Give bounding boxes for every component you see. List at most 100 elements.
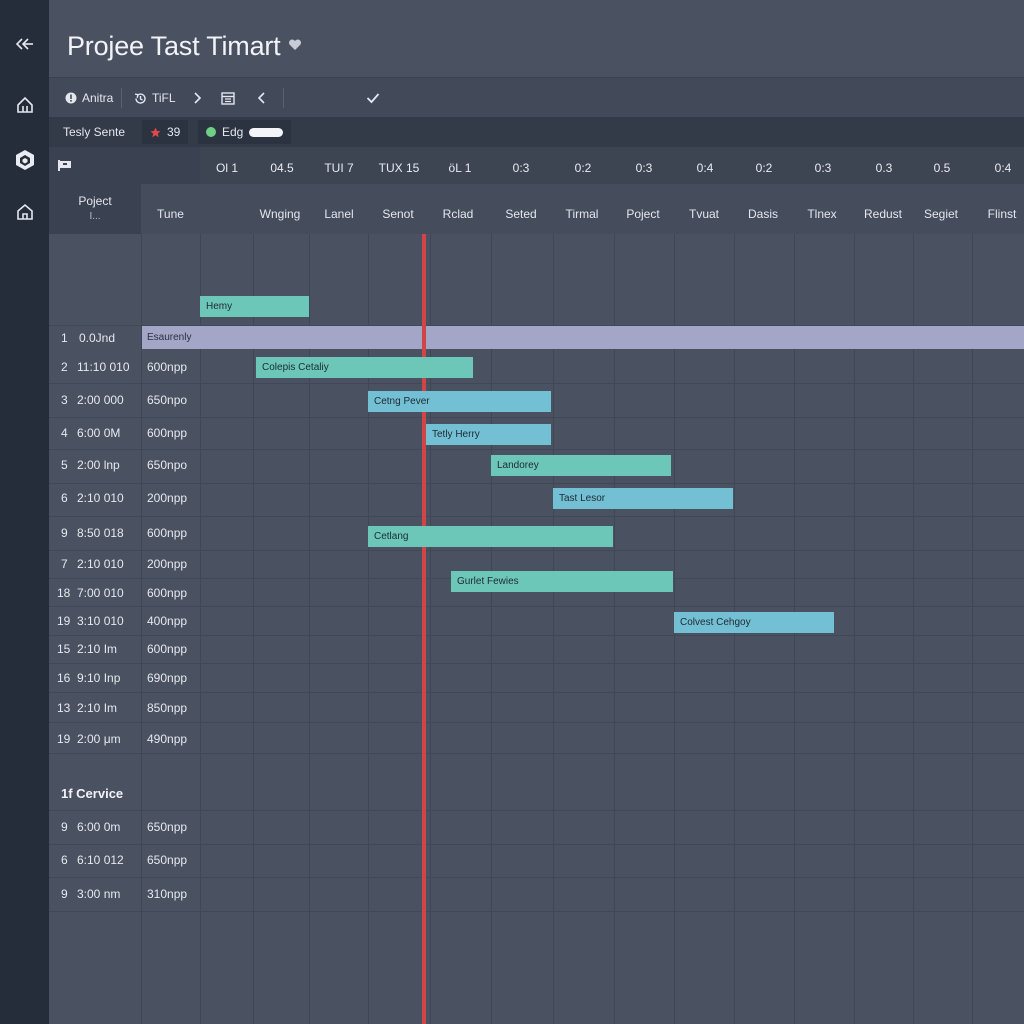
project-column-header[interactable]: Poject I... <box>49 184 141 234</box>
row-label[interactable]: 6:10 012 <box>77 853 124 867</box>
section-title[interactable]: 1f Cervice <box>61 786 124 801</box>
anitra-label: Anitra <box>82 91 114 105</box>
row-label[interactable]: 0.0Jnd <box>79 331 116 345</box>
task-bar[interactable]: Colepis Cetaliy <box>256 357 473 378</box>
heart-icon[interactable] <box>288 38 302 52</box>
row-divider <box>49 606 1024 607</box>
home-icon <box>16 96 33 113</box>
tifl-button[interactable]: TiFL <box>134 78 176 118</box>
row-time: 650npo <box>147 393 188 407</box>
row-label[interactable]: 2:00 000 <box>77 393 124 407</box>
grid-divider <box>553 234 554 1024</box>
collapse-icon <box>15 38 33 50</box>
day-label: Segiet <box>923 207 959 221</box>
status-filter-chip[interactable]: Edg <box>198 120 292 144</box>
period-label: 0.3 <box>875 161 893 175</box>
row-label[interactable]: 2:00 lnp <box>77 458 120 472</box>
row-label[interactable]: 7:00 010 <box>77 586 124 600</box>
priority-filter-chip[interactable]: 39 <box>142 120 189 144</box>
row-label[interactable]: 6:00 0m <box>77 820 121 834</box>
anitra-button[interactable]: Anitra <box>65 78 113 118</box>
row-divider <box>49 663 1024 664</box>
row-label[interactable]: 2:10 010 <box>77 557 124 571</box>
info-icon <box>65 92 77 104</box>
row-label[interactable]: 9:10 Inp <box>77 671 121 685</box>
period-label: TUX 15 <box>378 161 420 175</box>
row-number: 3 <box>61 393 68 407</box>
time-column-header[interactable]: Tune <box>141 184 200 234</box>
task-bar-label: Hemy <box>206 301 233 312</box>
task-bar[interactable]: Tetly Herry <box>426 424 551 445</box>
row-divider <box>49 550 1024 551</box>
task-bar[interactable]: Cetlang <box>368 526 613 547</box>
day-label: Rclad <box>442 207 474 221</box>
row-divider <box>49 449 1024 450</box>
row-label[interactable]: 2:00 μm <box>77 732 121 746</box>
flag-icon[interactable] <box>58 160 72 171</box>
task-bar[interactable]: Gurlet Fewies <box>451 571 673 592</box>
row-number: 18 <box>57 586 71 600</box>
history-icon <box>134 92 146 104</box>
next-button[interactable] <box>192 78 202 118</box>
row-time: 850npp <box>147 701 188 715</box>
row-label[interactable]: 2:10 010 <box>77 491 124 505</box>
task-bar[interactable]: Colvest Cehgoy <box>674 612 834 633</box>
task-bar[interactable]: Tast Lesor <box>553 488 733 509</box>
day-label: Wnging <box>259 207 301 221</box>
task-bar-label: Tast Lesor <box>559 493 606 504</box>
row-number: 19 <box>57 732 71 746</box>
status-toggle[interactable] <box>249 127 284 137</box>
workspace-nav-button[interactable] <box>0 192 49 232</box>
period-label: öL 1 <box>448 161 472 175</box>
calendar-button[interactable] <box>221 78 235 118</box>
row-label[interactable]: 11:10 010 <box>77 360 130 374</box>
toolbar-divider <box>121 88 122 108</box>
project-column-subtitle: I... <box>89 211 101 222</box>
filter-label: Tesly Sente <box>63 125 126 139</box>
row-time: 650npp <box>147 853 188 867</box>
row-time: 200npp <box>147 557 188 571</box>
row-divider <box>49 635 1024 636</box>
row-label[interactable]: 3:00 nm <box>77 887 121 901</box>
header-corner <box>49 147 200 184</box>
day-label: Dasis <box>747 207 779 221</box>
task-bar[interactable]: Landorey <box>491 455 671 476</box>
confirm-button[interactable] <box>366 78 380 118</box>
row-label[interactable]: 2:10 Im <box>77 642 118 656</box>
sidebar <box>0 0 49 1024</box>
task-bar[interactable]: Cetng Pever <box>368 391 551 412</box>
row-label[interactable]: 2:10 Im <box>77 701 118 715</box>
row-label[interactable]: 8:50 018 <box>77 526 124 540</box>
collapse-sidebar-button[interactable] <box>0 24 49 64</box>
task-bar-label: Colvest Cehgoy <box>680 617 751 628</box>
row-divider <box>49 417 1024 418</box>
row-number: 6 <box>61 853 68 867</box>
row-number: 19 <box>57 614 71 628</box>
today-marker <box>422 234 426 1024</box>
row-time: 690npp <box>147 671 188 685</box>
day-label: Lanel <box>324 207 354 221</box>
period-scale: Ol 1 04.5 TUI 7 TUX 15 öL 1 0:3 0:2 0:3 … <box>200 147 1024 184</box>
row-time: 310npp <box>147 887 188 901</box>
row-divider <box>49 383 1024 384</box>
previous-button[interactable] <box>257 78 267 118</box>
task-bar-label: Colepis Cetaliy <box>262 362 329 373</box>
row-label[interactable]: 3:10 010 <box>77 614 124 628</box>
period-label: 04.5 <box>270 161 294 175</box>
row-time: 650npp <box>147 820 188 834</box>
grid-divider <box>430 234 431 1024</box>
row-label[interactable]: 6:00 0M <box>77 426 121 440</box>
projects-nav-button[interactable] <box>0 140 49 180</box>
home-nav-button[interactable] <box>0 85 49 125</box>
grid-divider <box>200 234 201 1024</box>
grid-divider <box>854 234 855 1024</box>
grid-divider <box>253 234 254 1024</box>
group-bar[interactable]: Esaurenly <box>142 326 1024 349</box>
priority-count: 39 <box>167 125 181 139</box>
row-number: 4 <box>61 426 68 440</box>
status-dot <box>206 127 216 137</box>
row-time: 600npp <box>147 642 188 656</box>
row-time: 600npp <box>147 526 188 540</box>
grid-divider <box>309 234 310 1024</box>
task-bar[interactable]: Hemy <box>200 296 309 317</box>
